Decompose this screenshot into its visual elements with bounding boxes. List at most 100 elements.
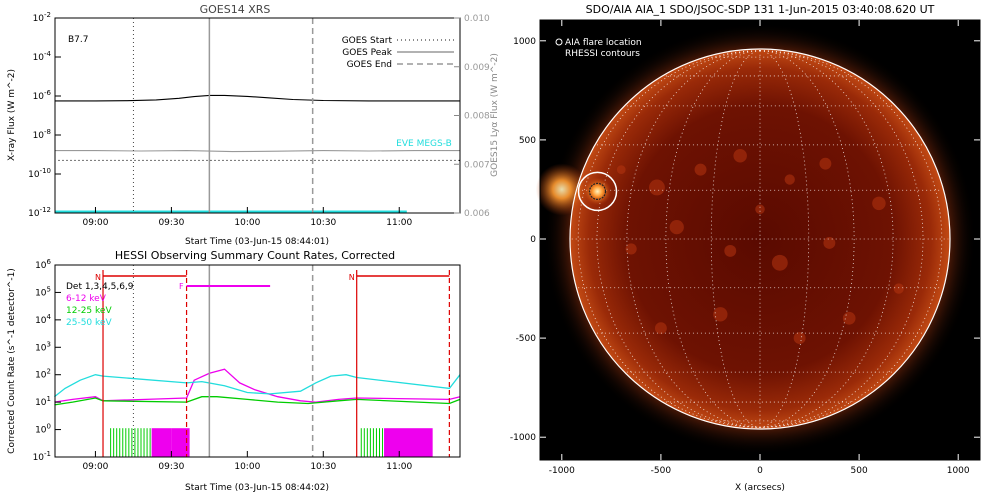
aia-y-tick-label: -500: [516, 334, 537, 344]
heliographic-grid: [571, 50, 949, 428]
goes-x-tick-label: 09:00: [82, 218, 108, 228]
active-regions: [535, 149, 904, 345]
rhessi-contour: [588, 182, 607, 200]
goes-y-axis-label: X-ray Flux (W m^-2): [7, 69, 17, 161]
goes-x-tick-label: 11:00: [386, 218, 412, 228]
goes-x-tick-label: 10:00: [234, 218, 260, 228]
legend-6-12-kev: 6-12 keV: [66, 294, 107, 304]
goes-flare-class: B7.7: [68, 35, 89, 45]
active-region: [823, 237, 836, 249]
hessi-y-tick-label: 105: [35, 285, 51, 298]
goes-y-tick-label: 10-4: [33, 50, 52, 63]
hessi-y-tick-label: 100: [35, 423, 51, 436]
goes-y2-tick-label: 0.010: [464, 14, 490, 24]
legend-goes-start: GOES Start: [342, 36, 393, 46]
legend-rhessi-contours: RHESSI contours: [565, 49, 640, 59]
hessi-series-6-12-kev: [54, 368, 461, 403]
goes-y-tick-label: 10-8: [33, 128, 51, 141]
hessi-attenuator-band: [171, 428, 190, 457]
night-flag-label: N: [349, 273, 355, 282]
goes-y2-tick-label: 0.007: [464, 160, 490, 170]
active-region: [872, 196, 886, 211]
longitude-line: [759, 50, 943, 428]
night-flag-label: N: [95, 273, 101, 282]
hessi-x-tick-label: 09:30: [158, 462, 184, 472]
longitude-line: [759, 50, 924, 428]
flare-flag-label: F: [179, 282, 184, 291]
hessi-legend: Det 1,3,4,5,6,9 6-12 keV 12-25 keV 25-50…: [66, 282, 134, 328]
active-region: [784, 174, 795, 185]
goes-plot-frame: [54, 17, 461, 214]
hessi-panel: HESSI Observing Summary Count Rates, Cor…: [7, 249, 461, 493]
hessi-plot-frame: [54, 264, 461, 458]
goes-x-tick-label: 09:30: [158, 218, 184, 228]
hessi-title: HESSI Observing Summary Count Rates, Cor…: [115, 249, 395, 262]
aia-x-tick-label: 500: [851, 466, 868, 476]
goes-y2-tick-label: 0.009: [464, 63, 490, 73]
active-region: [733, 149, 747, 163]
aia-title: SDO/AIA AIA_1 SDO/JSOC-SDP 131 1-Jun-201…: [586, 3, 935, 16]
goes-y-tick-label: 10-2: [33, 11, 51, 24]
flare-glow: [583, 177, 612, 206]
active-region: [755, 204, 765, 215]
legend-12-25-kev: 12-25 keV: [66, 306, 112, 316]
longitude-line: [759, 50, 810, 428]
active-region: [649, 179, 665, 196]
longitude-line: [710, 50, 761, 428]
legend-aia-flare-location: AIA flare location: [565, 38, 642, 48]
aia-x-tick-label: -500: [651, 466, 672, 476]
active-region: [819, 157, 832, 170]
hessi-attenuator-band: [384, 428, 433, 457]
goes-y-tick-label: 10-12: [28, 206, 51, 219]
goes-y-tick-label: 10-6: [33, 89, 52, 102]
legend-goes-peak: GOES Peak: [342, 48, 392, 58]
aia-y-tick-label: 1000: [513, 37, 536, 47]
goes-y2-tick-label: 0.006: [464, 209, 490, 219]
active-region: [893, 283, 904, 294]
hessi-series-25-50-kev: [53, 374, 461, 398]
hessi-y-tick-label: 106: [35, 258, 51, 271]
hessi-attenuator-band: [151, 428, 172, 457]
legend-detectors: Det 1,3,4,5,6,9: [66, 282, 134, 292]
hessi-x-tick-label: 09:00: [82, 462, 108, 472]
aia-y-tick-label: 500: [519, 136, 536, 146]
active-region: [724, 244, 737, 257]
goes-series-goes-long-channel: [54, 94, 460, 102]
goes-y-tick-label: 10-10: [28, 167, 51, 180]
hessi-series-12-25-kev: [54, 396, 461, 406]
legend-25-50-kev: 25-50 keV: [66, 318, 112, 328]
hessi-x-tick-label: 10:00: [234, 462, 260, 472]
goes-title: GOES14 XRS: [200, 3, 271, 16]
hessi-y-tick-label: 104: [35, 313, 51, 326]
goes-xrs-panel: GOES14 XRS B7.7 09:00 09:30 10:00 10:30 11:0…: [7, 3, 500, 247]
goes-x-tick-label: 10:30: [310, 218, 336, 228]
aia-image-panel: SDO/AIA AIA_1 SDO/JSOC-SDP 131 1-Jun-201…: [510, 3, 981, 493]
goes-legend: GOES Start GOES Peak GOES End: [342, 36, 454, 70]
hessi-y-tick-label: 102: [35, 368, 51, 381]
active-region: [842, 311, 856, 325]
hessi-y-tick-label: 10-1: [33, 450, 51, 463]
active-region: [669, 219, 684, 235]
goes-y2-axis-label: GOES15 Lyα Flux (W m^-2): [490, 53, 500, 177]
aia-x-tick-label: 0: [757, 466, 763, 476]
goes-x-axis-label: Start Time (03-Jun-15 08:44:01): [185, 237, 329, 247]
aia-y-tick-label: -1000: [510, 433, 536, 443]
aia-flare-location-marker: [577, 171, 618, 212]
hessi-y-tick-label: 103: [35, 340, 51, 353]
active-region: [654, 322, 667, 335]
aia-x-axis-label: X (arcsecs): [735, 483, 785, 493]
solar-limb: [569, 48, 951, 430]
goes-series-goes15-ly-: [54, 150, 460, 153]
legend-flare-marker-swatch: [555, 38, 563, 46]
active-region: [625, 243, 637, 255]
longitude-line: [596, 50, 761, 428]
aia-y-tick-label: 0: [530, 235, 536, 245]
hessi-x-axis-label: Start Time (03-Jun-15 08:44:02): [185, 483, 329, 493]
limb-brightening: [535, 163, 588, 216]
aia-legend: AIA flare location RHESSI contours: [555, 38, 642, 59]
active-region: [694, 163, 707, 176]
legend-goes-end: GOES End: [347, 60, 392, 70]
hessi-x-tick-label: 11:00: [386, 462, 412, 472]
hessi-y-tick-label: 101: [35, 395, 51, 408]
